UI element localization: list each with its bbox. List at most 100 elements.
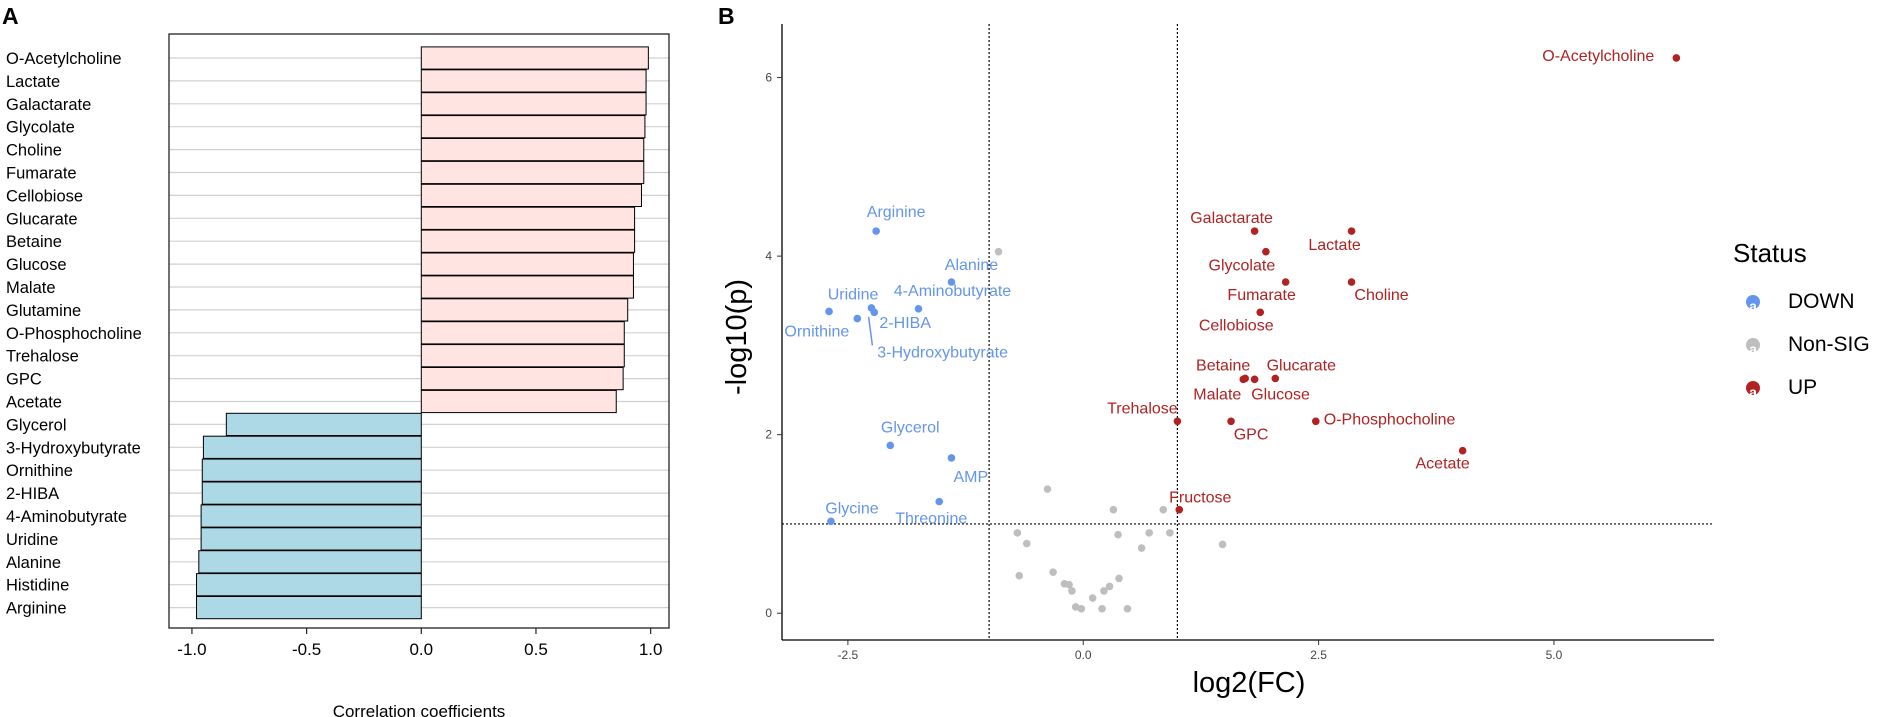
point-label: Ornithine (784, 324, 849, 341)
panel-a-x-tick-label: -0.5 (292, 640, 321, 659)
bar-glycerol (225, 412, 422, 436)
panel-b-x-tick-label: 5.0 (1546, 648, 1563, 662)
bar-3-hydroxybutyrate (202, 435, 422, 459)
point-threonine (935, 497, 944, 506)
bar-histidine (196, 573, 422, 597)
category-label: O-Acetylcholine (6, 50, 122, 68)
point-label: Glycolate (1209, 258, 1276, 275)
point-nonsig (1145, 529, 1153, 537)
point-label: GPC (1234, 426, 1269, 443)
point-glycine (827, 517, 835, 526)
point-nonsig (1166, 529, 1174, 537)
point-nonsig (1088, 594, 1097, 602)
category-label: GPC (6, 371, 42, 389)
panel-b-y-axis-title: -log10(p) (721, 279, 753, 395)
bar-alanine (198, 550, 422, 574)
point-nonsig (1043, 485, 1052, 493)
category-label: Acetate (6, 394, 62, 412)
point-alanine (947, 278, 956, 286)
panel-a-x-axis-title: Correlation coefficients (333, 702, 506, 717)
category-label: 4-Aminobutyrate (6, 508, 127, 526)
bar-choline (420, 138, 645, 162)
bar-o-phosphocholine (420, 321, 625, 345)
point-label: Glucose (1251, 386, 1310, 403)
category-label: Fumarate (6, 165, 77, 183)
category-label: Lactate (6, 73, 60, 91)
point-label: 4-Aminobutyrate (894, 283, 1011, 300)
category-label: Malate (6, 279, 56, 297)
point-fumarate (1281, 278, 1290, 286)
category-label: Glucarate (6, 210, 78, 228)
point-label: Glycine (825, 500, 878, 517)
point-glucose (1250, 375, 1259, 384)
bar-glucarate (420, 206, 636, 230)
legend-label: UP (1788, 376, 1817, 399)
point-nonsig (1077, 604, 1086, 613)
point-label: Threonine (895, 511, 967, 528)
point-label: Alanine (945, 257, 998, 274)
panel-a-frame (168, 33, 670, 629)
bar-betaine (420, 229, 636, 253)
point-label: Uridine (828, 286, 879, 303)
point-nonsig (1015, 571, 1024, 580)
point-nonsig (1022, 539, 1031, 548)
bar-galactarate (420, 92, 647, 116)
point-malate (1239, 375, 1248, 384)
point-nonsig (1049, 568, 1057, 576)
legend-key-glyph: a (1749, 298, 1757, 314)
point-nonsig (1065, 580, 1073, 589)
point-label: O-Phosphocholine (1324, 411, 1456, 428)
point-3-hydroxybutyrate (870, 308, 879, 317)
category-label: Glycerol (6, 416, 67, 434)
panel-b-y-tick-label: 4 (765, 249, 772, 263)
bar-uridine (200, 527, 422, 551)
legend-key-down (1746, 295, 1760, 309)
bar-4-aminobutyrate (200, 504, 422, 528)
category-label: Uridine (6, 531, 58, 549)
category-label: Galactarate (6, 96, 91, 114)
point-nonsig (1105, 582, 1114, 591)
bar-acetate (420, 389, 617, 414)
point-nonsig (1098, 604, 1106, 613)
bar-lactate (420, 69, 647, 93)
point-uridine (825, 307, 833, 316)
bar-arginine (196, 596, 422, 620)
point-nonsig (1013, 529, 1022, 537)
point-glucarate (1271, 374, 1280, 383)
panel-b-x-tick-label: 2.5 (1310, 648, 1327, 662)
point-label: Arginine (867, 204, 926, 221)
legend-key-glyph: a (1749, 384, 1757, 400)
point-arginine (872, 227, 880, 235)
panel-a-label: A (2, 3, 19, 29)
category-label: Glucose (6, 256, 67, 274)
point-label: Malate (1193, 386, 1241, 403)
point-acetate (1458, 446, 1467, 455)
panel-a-x-tick-label: 0.5 (524, 640, 548, 659)
point-lactate (1347, 227, 1356, 235)
point-choline (1347, 278, 1356, 286)
point-nonsig (1115, 574, 1123, 583)
panel-b-y-tick-label: 0 (765, 606, 772, 620)
point-amp (947, 454, 956, 462)
legend-key-up (1746, 381, 1760, 395)
point-label: O-Acetylcholine (1542, 48, 1654, 65)
point-o-acetylcholine (1672, 54, 1681, 62)
point-ornithine (853, 314, 862, 323)
panel-a-x-tick-label: 0.0 (409, 640, 433, 659)
point-nonsig (1137, 544, 1146, 552)
panel-b-label: B (718, 3, 735, 29)
point-nonsig (1123, 604, 1132, 613)
point-galactarate (1250, 227, 1259, 235)
bar-trehalose (420, 344, 625, 368)
point-nonsig (1218, 540, 1227, 549)
point-label: Glycerol (881, 419, 940, 436)
point-label: Cellobiose (1199, 317, 1274, 334)
point-glycerol (886, 441, 895, 450)
bar-o-acetylcholine (420, 46, 649, 70)
point-trehalose (1173, 417, 1182, 426)
category-label: Arginine (6, 600, 67, 618)
point-label: Fructose (1169, 490, 1231, 507)
point-label: Glucarate (1267, 357, 1336, 374)
bar-fumarate (420, 160, 645, 185)
